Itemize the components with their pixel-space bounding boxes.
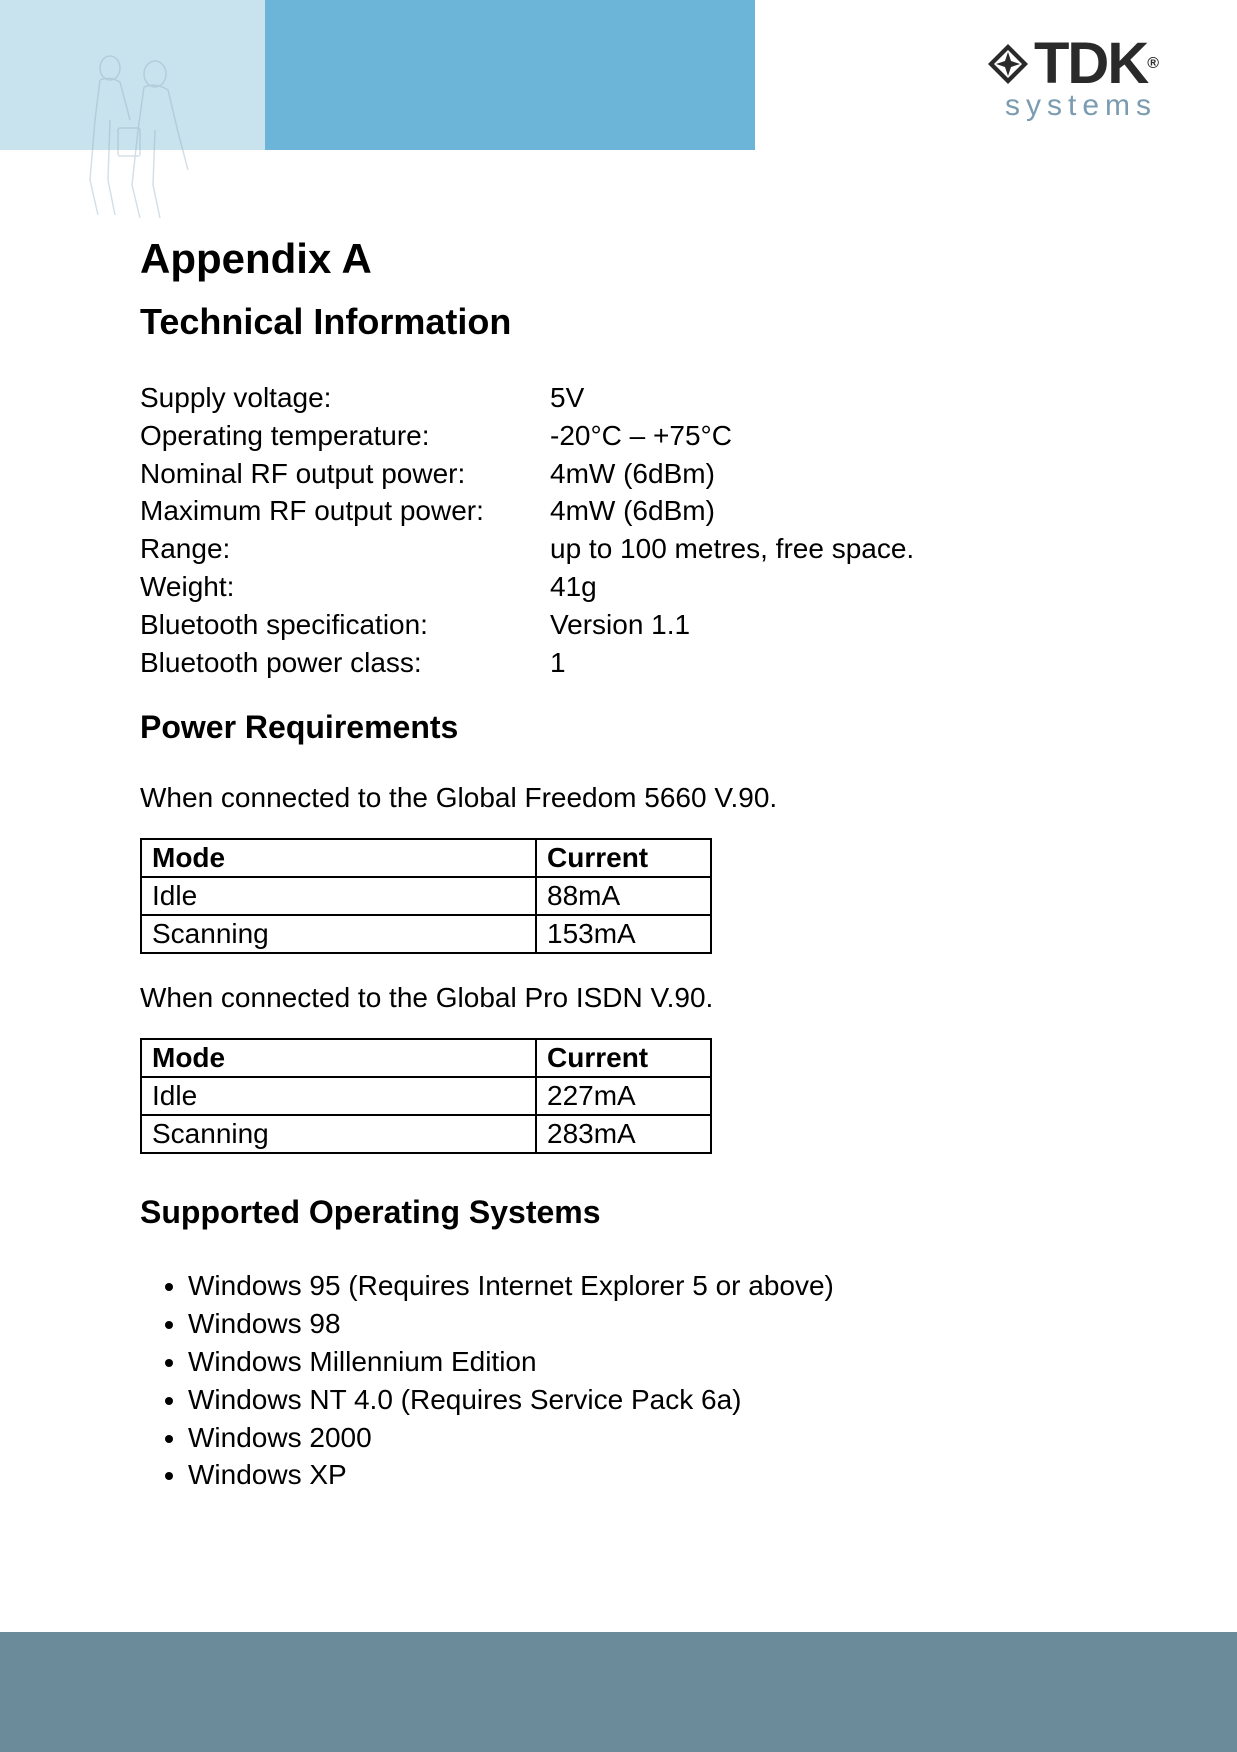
spec-label: Bluetooth specification: xyxy=(140,606,550,644)
table-header: Current xyxy=(536,839,711,877)
spec-row: Weight:41g xyxy=(140,568,1100,606)
table-row: Idle 227mA xyxy=(141,1077,711,1115)
table-header-row: Mode Current xyxy=(141,1039,711,1077)
page-content: Appendix A Technical Information Supply … xyxy=(140,235,1100,1494)
list-item: Windows 2000 xyxy=(188,1419,1100,1457)
table-cell: Scanning xyxy=(141,915,536,953)
os-heading: Supported Operating Systems xyxy=(140,1194,1100,1231)
table-cell: 283mA xyxy=(536,1115,711,1153)
table-cell: Scanning xyxy=(141,1115,536,1153)
table-header: Mode xyxy=(141,1039,536,1077)
spec-list: Supply voltage:5V Operating temperature:… xyxy=(140,379,1100,681)
spec-label: Bluetooth power class: xyxy=(140,644,550,682)
people-silhouette-icon xyxy=(60,50,210,220)
tdk-logo: TDK ® systems xyxy=(986,35,1157,123)
spec-value: 41g xyxy=(550,568,1100,606)
page-title: Appendix A xyxy=(140,235,1100,283)
table-row: Scanning 153mA xyxy=(141,915,711,953)
list-item: Windows Millennium Edition xyxy=(188,1343,1100,1381)
power-table-2: Mode Current Idle 227mA Scanning 283mA xyxy=(140,1038,712,1154)
spec-row: Maximum RF output power:4mW (6dBm) xyxy=(140,492,1100,530)
logo-main-text: TDK ® xyxy=(986,35,1157,93)
spec-label: Supply voltage: xyxy=(140,379,550,417)
spec-value: 4mW (6dBm) xyxy=(550,492,1100,530)
spec-label: Nominal RF output power: xyxy=(140,455,550,493)
spec-row: Nominal RF output power:4mW (6dBm) xyxy=(140,455,1100,493)
spec-value: 4mW (6dBm) xyxy=(550,455,1100,493)
logo-registered: ® xyxy=(1147,56,1157,72)
spec-row: Supply voltage:5V xyxy=(140,379,1100,417)
table-header: Mode xyxy=(141,839,536,877)
spec-row: Bluetooth power class:1 xyxy=(140,644,1100,682)
logo-diamond-icon xyxy=(986,42,1030,86)
header-band-right xyxy=(265,0,755,150)
logo-text: TDK xyxy=(1034,35,1147,93)
table-cell: 153mA xyxy=(536,915,711,953)
list-item: Windows 95 (Requires Internet Explorer 5… xyxy=(188,1267,1100,1305)
spec-value: 5V xyxy=(550,379,1100,417)
logo-sub-text: systems xyxy=(986,89,1157,123)
page-subtitle: Technical Information xyxy=(140,301,1100,343)
list-item: Windows NT 4.0 (Requires Service Pack 6a… xyxy=(188,1381,1100,1419)
table-cell: Idle xyxy=(141,1077,536,1115)
spec-row: Bluetooth specification:Version 1.1 xyxy=(140,606,1100,644)
os-list: Windows 95 (Requires Internet Explorer 5… xyxy=(188,1267,1100,1494)
table-row: Scanning 283mA xyxy=(141,1115,711,1153)
power-note-1: When connected to the Global Freedom 566… xyxy=(140,782,1100,814)
power-heading: Power Requirements xyxy=(140,709,1100,746)
spec-label: Maximum RF output power: xyxy=(140,492,550,530)
spec-label: Weight: xyxy=(140,568,550,606)
spec-value: -20°C – +75°C xyxy=(550,417,1100,455)
spec-row: Operating temperature:-20°C – +75°C xyxy=(140,417,1100,455)
table-cell: 227mA xyxy=(536,1077,711,1115)
spec-label: Operating temperature: xyxy=(140,417,550,455)
table-header-row: Mode Current xyxy=(141,839,711,877)
spec-value: up to 100 metres, free space. xyxy=(550,530,1100,568)
spec-value: Version 1.1 xyxy=(550,606,1100,644)
list-item: Windows XP xyxy=(188,1456,1100,1494)
table-row: Idle 88mA xyxy=(141,877,711,915)
power-note-2: When connected to the Global Pro ISDN V.… xyxy=(140,982,1100,1014)
list-item: Windows 98 xyxy=(188,1305,1100,1343)
spec-label: Range: xyxy=(140,530,550,568)
table-header: Current xyxy=(536,1039,711,1077)
table-cell: 88mA xyxy=(536,877,711,915)
table-cell: Idle xyxy=(141,877,536,915)
power-table-1: Mode Current Idle 88mA Scanning 153mA xyxy=(140,838,712,954)
spec-row: Range:up to 100 metres, free space. xyxy=(140,530,1100,568)
footer-band xyxy=(0,1632,1237,1752)
spec-value: 1 xyxy=(550,644,1100,682)
